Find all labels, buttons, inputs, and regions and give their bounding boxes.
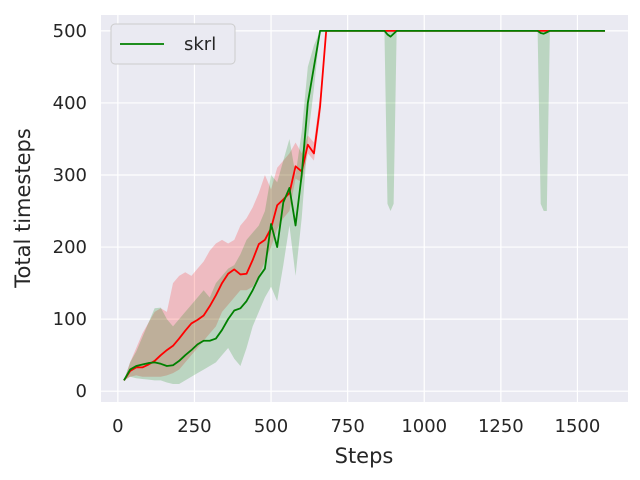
y-tick-label: 400	[53, 93, 87, 114]
legend-label-skrl: skrl	[184, 34, 216, 55]
series-lines	[123, 29, 606, 381]
x-tick-label: 1250	[478, 416, 524, 437]
y-tick-label: 300	[53, 165, 87, 186]
x-tick-label: 250	[177, 416, 211, 437]
y-axis-label: Total timesteps	[11, 128, 35, 289]
line-series-1	[123, 29, 606, 381]
y-tick-label: 200	[53, 237, 87, 258]
tick-labels: 0 250 500 750 1000 1250 1500 0 100 200 300 400 500	[53, 21, 601, 437]
x-tick-label: 1500	[555, 416, 601, 437]
legend-box	[110, 23, 236, 65]
y-tick-label: 0	[76, 381, 87, 402]
x-axis-label: Steps	[335, 444, 394, 468]
x-tick-label: 500	[254, 416, 288, 437]
grid	[101, 15, 628, 402]
band-series-1	[123, 30, 606, 384]
y-tick-label: 500	[53, 21, 87, 42]
y-tick-label: 100	[53, 309, 87, 330]
plot-background	[101, 15, 628, 402]
x-tick-label: 0	[112, 416, 123, 437]
legend: skrl	[110, 23, 236, 65]
x-tick-label: 1000	[401, 416, 447, 437]
x-tick-label: 750	[330, 416, 364, 437]
